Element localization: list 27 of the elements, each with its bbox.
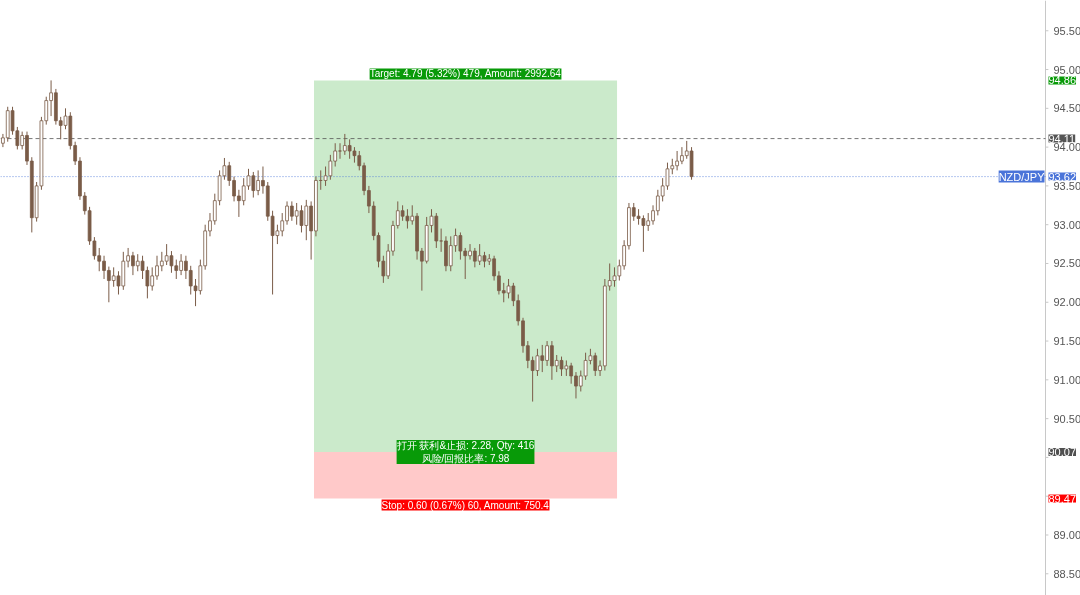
candlestick [169,250,174,274]
candlestick [612,266,617,288]
y-tick-label: 94.50 [1053,102,1080,115]
y-tick-label: 90.50 [1053,412,1080,425]
text: 89.47 [1048,492,1077,505]
y-tick-label: 93.00 [1053,218,1080,231]
text: 93.62 [1048,170,1077,183]
y-tick-label: 92.00 [1053,296,1080,309]
candlestick [506,278,511,299]
y-tick-label: 91.50 [1053,335,1080,348]
candlestick [299,204,304,233]
y-tick-label: 91.00 [1053,373,1080,386]
y-tick-label: 95.00 [1053,63,1080,76]
band-label: Target: 4.79 (5.32%) 479, Amount: 2992.64 [369,68,562,80]
y-tick-label: 95.50 [1053,24,1080,37]
annotation: 打开 获利&止损: 2.28, Qty: 416 风险/回报比率: 7.98 [395,439,535,465]
y-tick-label: 92.50 [1053,257,1080,270]
y-tick-label: 88.50 [1053,567,1080,580]
candlestick [559,356,564,377]
y-tick-label: 89.00 [1053,528,1080,541]
ref-line-label: NZD/JPY [998,170,1046,183]
candlestick [405,208,410,230]
text: 94.86 [1048,74,1077,87]
text: 94.11 [1048,132,1076,145]
text: 90.07 [1048,445,1077,458]
candlestick [535,348,540,377]
band-label: Stop: 0.60 (0.67%) 60, Amount: 750.4 [381,499,550,511]
